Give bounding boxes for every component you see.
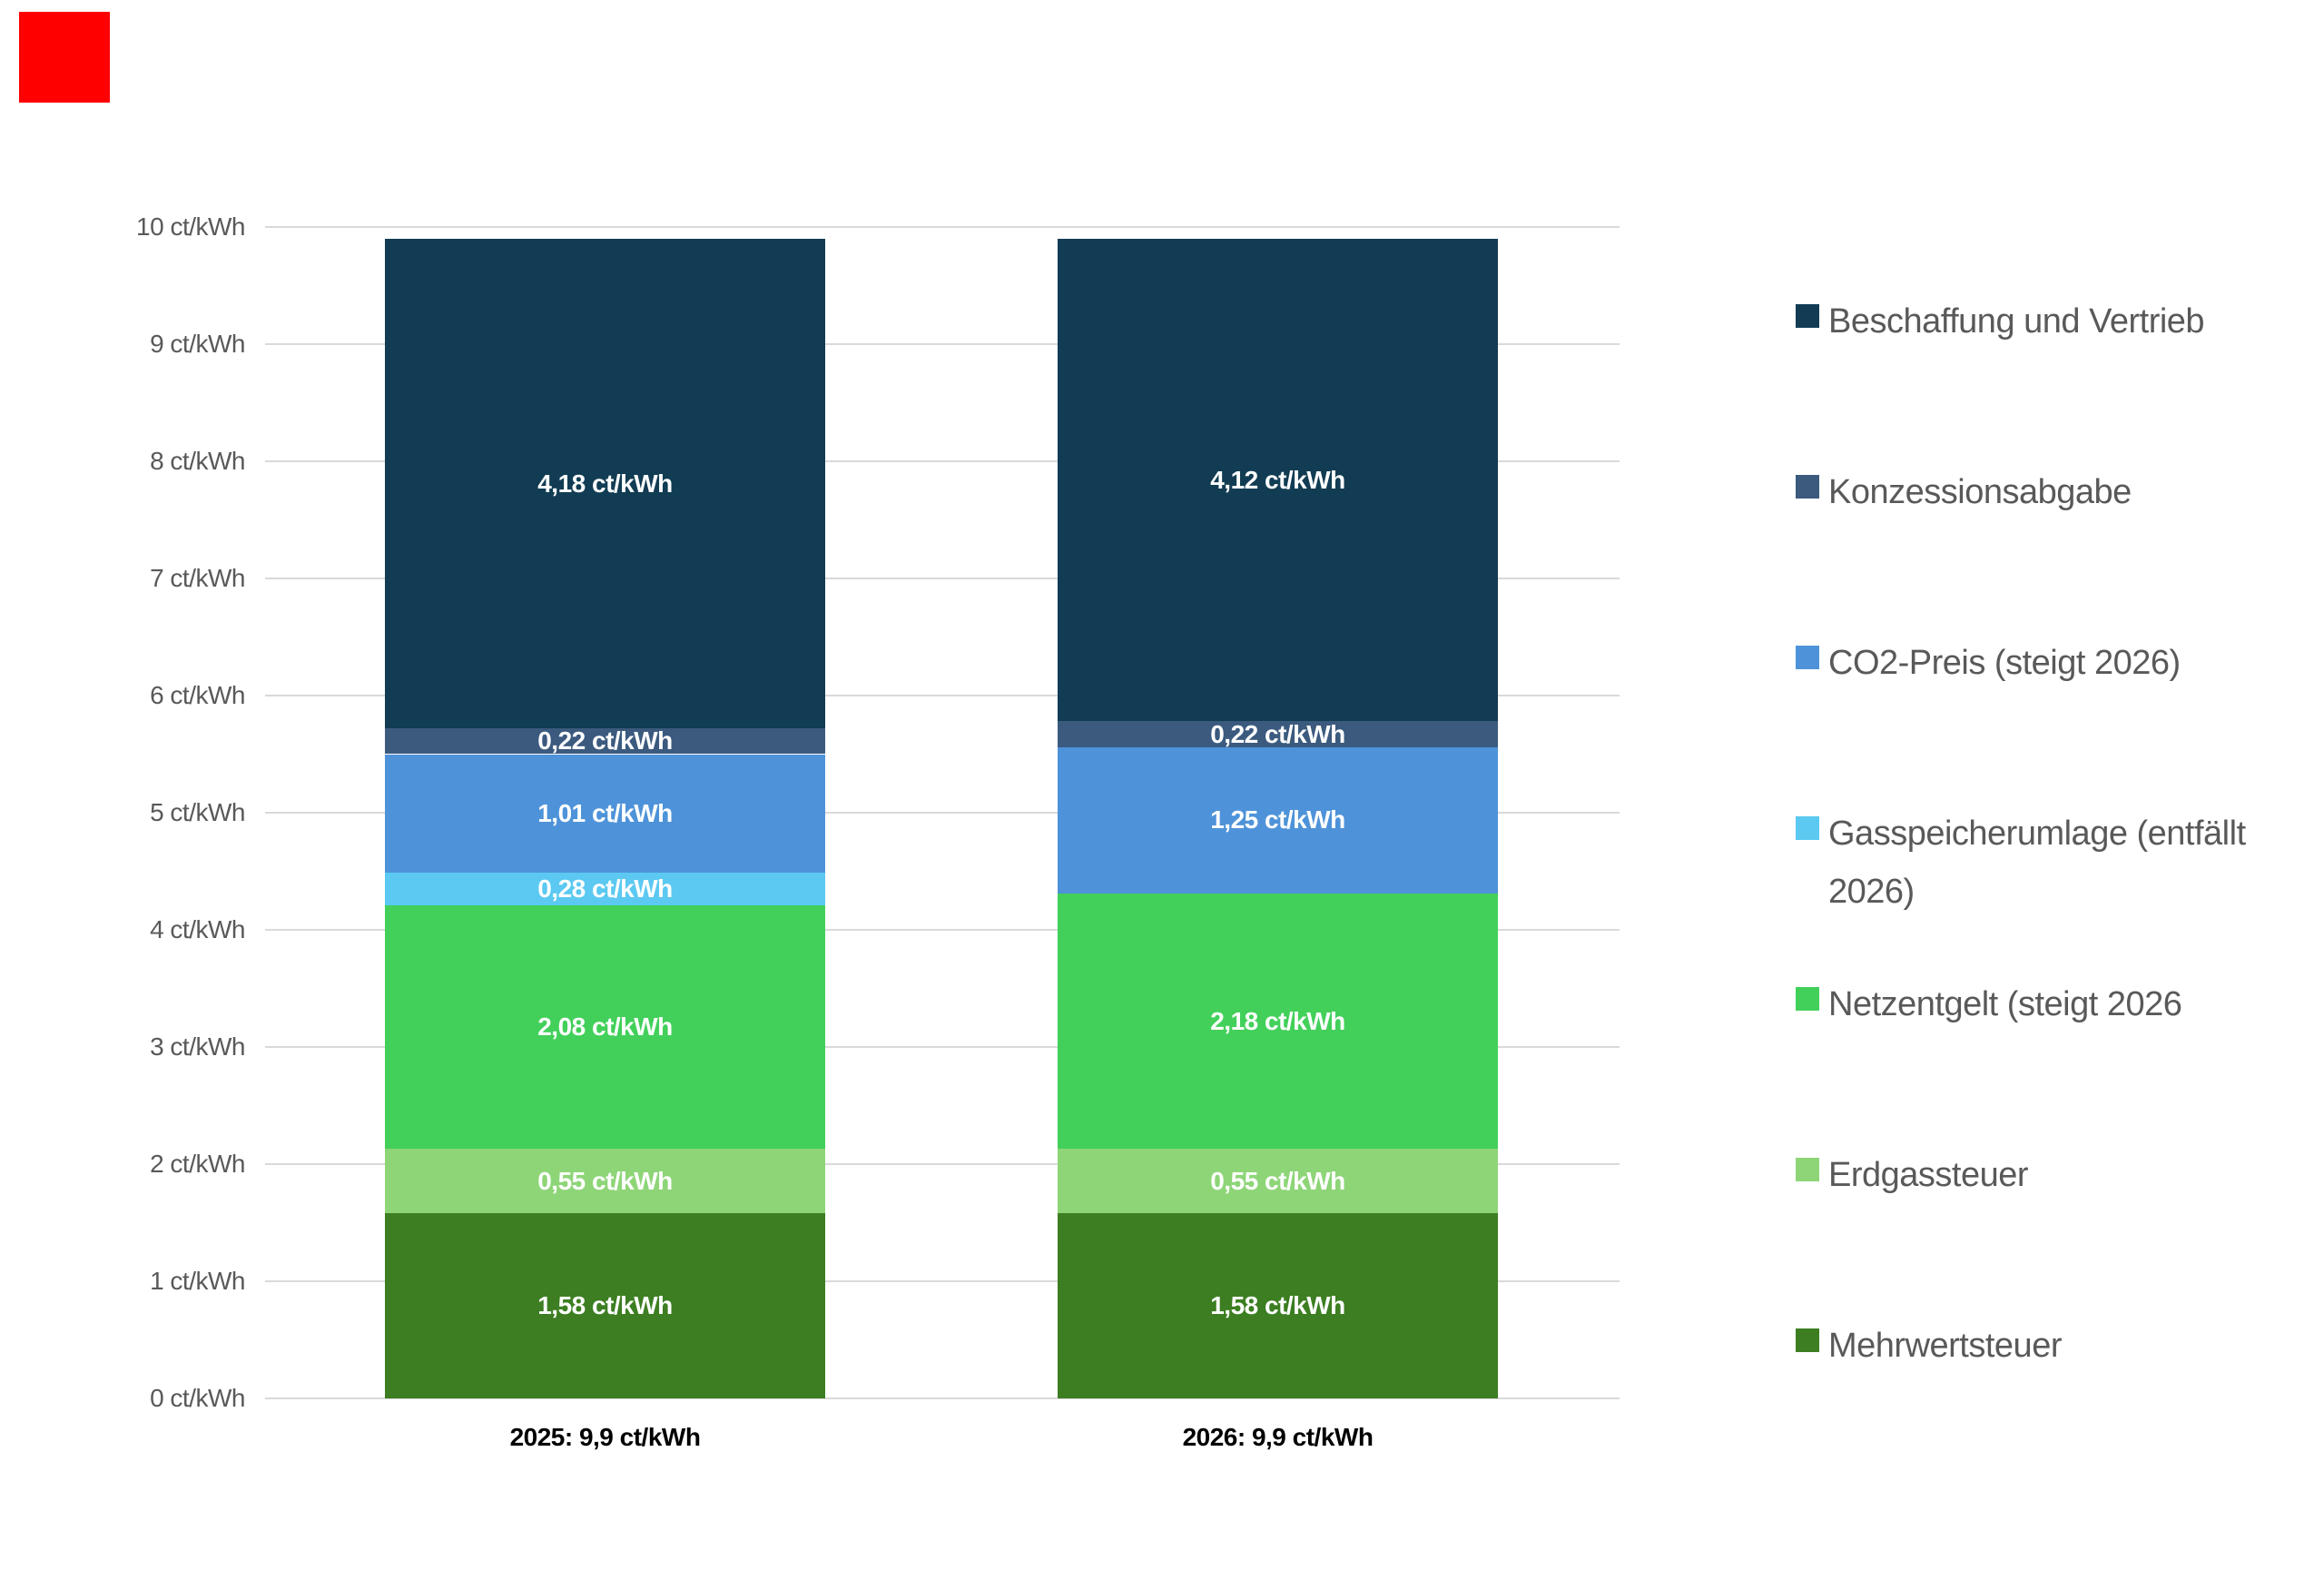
y-tick-label: 1 ct/kWh [150, 1267, 245, 1295]
legend-swatch [1796, 816, 1819, 840]
bar-segment-label: 0,22 ct/kWh [1210, 719, 1345, 748]
legend-swatch [1796, 646, 1819, 669]
bar-segment [385, 1149, 825, 1214]
legend-label: Konzessionsabgabe [1828, 473, 2132, 511]
bar-segment-label: 4,12 ct/kWh [1210, 465, 1345, 494]
bar-segment [385, 754, 825, 873]
legend-swatch [1796, 475, 1819, 499]
bar-segment [1058, 238, 1498, 722]
bar-segment [1058, 721, 1498, 747]
bar-segment-label: 1,58 ct/kWh [1210, 1291, 1345, 1320]
y-tick-label: 3 ct/kWh [150, 1032, 245, 1061]
bar-segment-label: 0,28 ct/kWh [537, 874, 673, 903]
legend-item: Netzentgelt (steigt 2026 [1796, 975, 2304, 1033]
red-square-marker [19, 12, 110, 103]
legend-item: Erdgassteuer [1796, 1146, 2304, 1204]
gridline [265, 695, 1620, 696]
legend-item: Mehrwertsteuer [1796, 1317, 2304, 1375]
legend-swatch [1796, 1158, 1819, 1181]
y-tick-label: 7 ct/kWh [150, 564, 245, 592]
y-tick-label: 4 ct/kWh [150, 915, 245, 943]
bar-segment [385, 728, 825, 755]
gridline [265, 1280, 1620, 1282]
bar-segment [1058, 894, 1498, 1150]
bar-segment-label: 1,25 ct/kWh [1210, 805, 1345, 835]
bar-segment-label: 0,55 ct/kWh [1210, 1166, 1345, 1195]
bar-segment-label: 2,18 ct/kWh [1210, 1006, 1345, 1035]
x-axis-label: 2025: 9,9 ct/kWh [509, 1423, 701, 1451]
legend-item: Konzessionsabgabe [1796, 463, 2304, 521]
x-axis-label: 2026: 9,9 ct/kWh [1182, 1423, 1374, 1451]
y-tick-label: 2 ct/kWh [150, 1150, 245, 1178]
bar-segment-label: 4,18 ct/kWh [537, 469, 673, 498]
legend-label: Netzentgelt (steigt 2026 [1828, 985, 2182, 1023]
legend-label: Beschaffung und Vertrieb [1828, 302, 2205, 341]
legend-swatch [1796, 987, 1819, 1011]
legend-swatch [1796, 1328, 1819, 1352]
legend-item: Beschaffung und Vertrieb [1796, 292, 2304, 351]
y-tick-label: 10 ct/kWh [136, 212, 245, 241]
bar-segment-label: 1,01 ct/kWh [537, 798, 673, 827]
y-tick-label: 5 ct/kWh [150, 798, 245, 826]
y-tick-label: 6 ct/kWh [150, 681, 245, 709]
y-tick-label: 0 ct/kWh [150, 1384, 245, 1412]
gridline [265, 578, 1620, 579]
gridline [265, 226, 1620, 228]
legend-swatch [1796, 304, 1819, 328]
bar-segment [385, 872, 825, 905]
bar-segment [1058, 1213, 1498, 1398]
bar-segment [385, 904, 825, 1150]
y-tick-label: 8 ct/kWh [150, 447, 245, 475]
bar-segment [385, 238, 825, 729]
legend-label: Gasspeicherumlage (entfällt 2026) [1828, 815, 2246, 911]
gridline [265, 1046, 1620, 1048]
bar-segment-label: 0,55 ct/kWh [537, 1166, 673, 1195]
bar-segment [1058, 1149, 1498, 1214]
gridline [265, 1163, 1620, 1165]
bar-segment-label: 1,58 ct/kWh [537, 1291, 673, 1320]
bar-segment [1058, 746, 1498, 894]
gridline [265, 343, 1620, 345]
gridline [265, 460, 1620, 462]
legend-label: Erdgassteuer [1828, 1156, 2029, 1194]
gridline [265, 1397, 1620, 1399]
bar-segment-label: 2,08 ct/kWh [537, 1012, 673, 1042]
legend-label: CO2-Preis (steigt 2026) [1828, 644, 2181, 682]
gridline [265, 812, 1620, 814]
legend-item: Gasspeicherumlage (entfällt 2026) [1796, 805, 2304, 921]
gridline [265, 929, 1620, 931]
bar-segment-label: 0,22 ct/kWh [537, 726, 673, 755]
y-tick-label: 9 ct/kWh [150, 330, 245, 358]
bar-segment [385, 1213, 825, 1398]
legend-label: Mehrwertsteuer [1828, 1327, 2062, 1365]
legend-item: CO2-Preis (steigt 2026) [1796, 634, 2304, 692]
